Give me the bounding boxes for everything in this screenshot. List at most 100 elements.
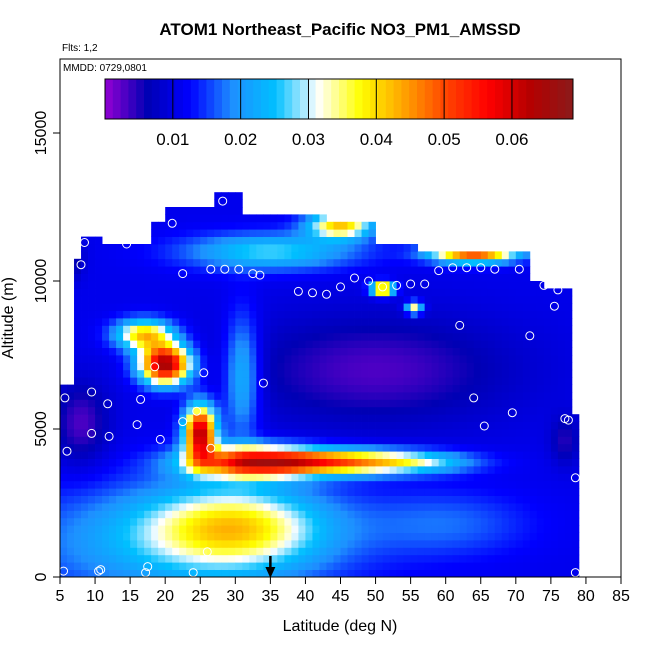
heatmap-cell (529, 310, 538, 319)
heatmap-cell (123, 443, 131, 452)
heatmap-cell (410, 458, 419, 467)
heatmap-cell (88, 562, 96, 570)
heatmap-cell (263, 266, 271, 274)
heatmap-cell (571, 488, 580, 496)
heatmap-cell (529, 355, 538, 363)
heatmap-cell (389, 377, 397, 385)
heatmap-cell (515, 540, 524, 548)
heatmap-cell (326, 510, 334, 519)
heatmap-cell (431, 384, 440, 393)
heatmap-cell (228, 503, 236, 511)
heatmap-cell (333, 340, 341, 348)
heatmap-cell (354, 340, 362, 348)
heatmap-cell (305, 229, 313, 237)
heatmap-cell (172, 443, 180, 452)
heatmap-cell (424, 295, 433, 304)
heatmap-cell (298, 517, 306, 526)
heatmap-cell (284, 495, 292, 504)
heatmap-cell (361, 510, 369, 519)
heatmap-cell (186, 569, 194, 578)
heatmap-cell (508, 281, 517, 289)
heatmap-cell (403, 392, 412, 400)
heatmap-cell (228, 377, 236, 385)
heatmap-cell (445, 355, 454, 363)
heatmap-cell (522, 488, 531, 496)
heatmap-cell (102, 258, 110, 267)
heatmap-cell (536, 414, 545, 422)
heatmap-cell (291, 421, 299, 430)
heatmap-cell (214, 421, 222, 430)
heatmap-cell (263, 554, 271, 563)
heatmap-cell (557, 347, 566, 356)
heatmap-cell (424, 554, 433, 563)
heatmap-cell (172, 229, 180, 237)
heatmap-cell (396, 547, 405, 556)
heatmap-cell (81, 414, 89, 422)
heatmap-cell (522, 547, 531, 556)
heatmap-cell (312, 399, 320, 408)
heatmap-cell (172, 355, 180, 363)
heatmap-cell (263, 399, 271, 408)
heatmap-cell (165, 295, 173, 304)
heatmap-cell (109, 414, 117, 422)
heatmap-cell (60, 436, 68, 445)
heatmap-cell (242, 377, 250, 385)
heatmap-cell (228, 495, 236, 504)
heatmap-cell (116, 547, 124, 556)
heatmap-cell (410, 495, 419, 504)
heatmap-cell (340, 451, 348, 459)
heatmap-cell (333, 258, 341, 267)
heatmap-cell (459, 295, 468, 304)
heatmap-cell (312, 473, 320, 482)
heatmap-cell (67, 429, 75, 437)
heatmap-cell (361, 236, 369, 245)
heatmap-cell (536, 554, 545, 563)
heatmap-cell (452, 554, 461, 563)
heatmap-cell (158, 517, 166, 526)
heatmap-cell (130, 510, 138, 519)
heatmap-cell (333, 532, 341, 541)
heatmap-cell (452, 318, 461, 326)
heatmap-cell (221, 281, 229, 289)
heatmap-cell (249, 229, 257, 237)
heatmap-cell (263, 406, 271, 415)
heatmap-cell (571, 414, 580, 422)
heatmap-cell (522, 495, 531, 504)
heatmap-cell (333, 399, 341, 408)
heatmap-cell (200, 399, 208, 408)
heatmap-cell (228, 369, 236, 378)
heatmap-cell (494, 295, 503, 304)
heatmap-cell (123, 458, 131, 467)
heatmap-cell (179, 229, 187, 237)
heatmap-cell (242, 229, 250, 237)
heatmap-cell (151, 288, 159, 297)
heatmap-cell (228, 517, 236, 526)
heatmap-cell (221, 480, 229, 489)
heatmap-cell (144, 355, 152, 363)
heatmap-cell (158, 406, 166, 415)
heatmap-cell (67, 392, 75, 400)
heatmap-cell (375, 340, 383, 348)
heatmap-cell (424, 377, 433, 385)
heatmap-cell (109, 399, 117, 408)
heatmap-cell (137, 466, 145, 474)
heatmap-cell (508, 384, 517, 393)
heatmap-cell (221, 347, 229, 356)
heatmap-cell (452, 377, 461, 385)
heatmap-cell (123, 369, 131, 378)
heatmap-cell (228, 340, 236, 348)
heatmap-cell (536, 466, 545, 474)
heatmap-cell (67, 488, 75, 496)
heatmap-cell (291, 229, 299, 237)
heatmap-cell (95, 540, 103, 548)
heatmap-cell (95, 384, 103, 393)
heatmap-cell (368, 355, 376, 363)
heatmap-cell (249, 288, 257, 297)
heatmap-cell (396, 369, 405, 378)
heatmap-cell (298, 399, 306, 408)
heatmap-cell (431, 414, 440, 422)
heatmap-cell (508, 369, 517, 378)
heatmap-cell (130, 466, 138, 474)
heatmap-cell (207, 473, 215, 482)
heatmap-cell (186, 510, 194, 519)
